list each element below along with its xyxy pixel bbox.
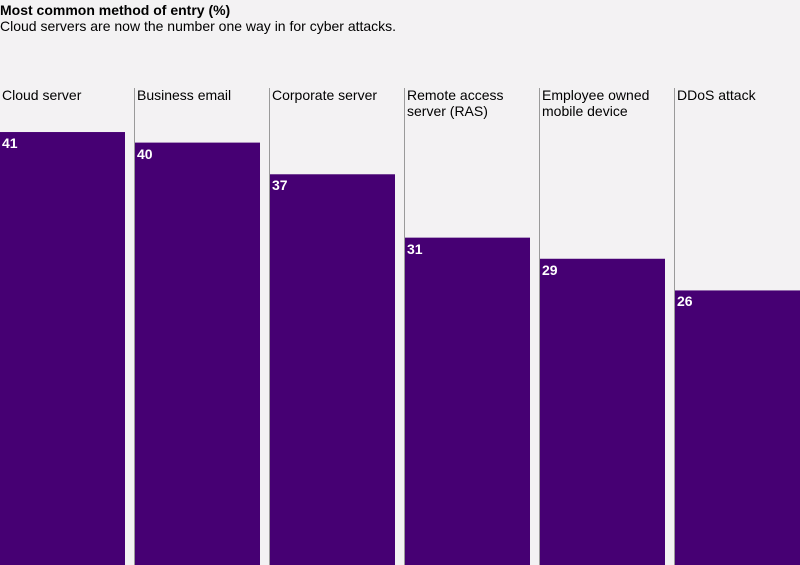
chart-title: Most common method of entry (%) [0, 2, 231, 18]
bar [0, 132, 125, 565]
value-label: 31 [407, 240, 423, 257]
bar [135, 142, 260, 565]
category-label: Corporate server [272, 87, 378, 103]
value-label: 26 [677, 293, 693, 310]
category-label: Cloud server [2, 87, 82, 103]
bar [405, 237, 530, 565]
value-label: 40 [137, 145, 153, 162]
category-label: Business email [137, 87, 232, 103]
category-label: DDoS attack [677, 87, 756, 103]
category-label: Remote access server (RAS) [407, 87, 504, 119]
category-label: Employee owned mobile device [542, 87, 650, 119]
bar [675, 290, 800, 565]
chart-subtitle: Cloud servers are now the number one way… [0, 18, 397, 34]
value-label: 29 [542, 261, 558, 278]
value-label: 37 [272, 177, 288, 194]
bar [270, 174, 395, 565]
value-label: 41 [2, 135, 18, 152]
bar [540, 258, 665, 565]
